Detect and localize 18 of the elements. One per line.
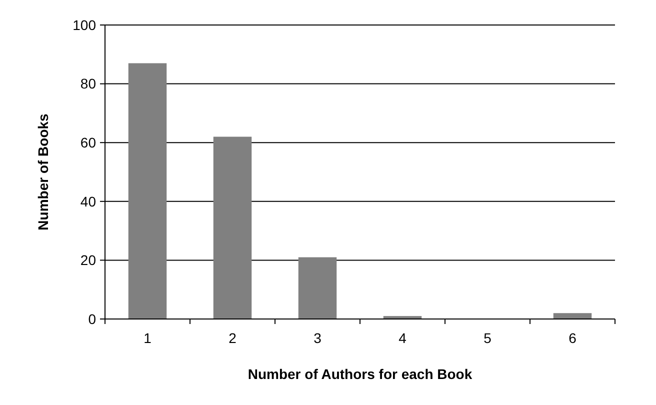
y-tick-label: 40	[80, 193, 96, 210]
x-axis-title: Number of Authors for each Book	[248, 366, 472, 382]
bar	[298, 257, 337, 319]
bar	[213, 136, 252, 319]
y-axis-title: Number of Books	[35, 113, 51, 230]
x-tick-label: 2	[228, 330, 237, 346]
bar	[553, 313, 592, 319]
y-tick-label: 20	[80, 252, 96, 268]
x-tick-label: 5	[484, 330, 492, 346]
x-tick-label: 4	[398, 330, 407, 346]
x-tick-label: 6	[568, 330, 577, 346]
x-tick-label: 1	[144, 330, 152, 346]
x-tick-label: 3	[314, 330, 322, 346]
y-tick-label: 0	[88, 310, 96, 327]
y-tick-label: 100	[72, 16, 96, 33]
y-tick-label: 60	[80, 134, 96, 150]
y-tick-label: 80	[80, 76, 96, 92]
bar	[128, 63, 167, 319]
